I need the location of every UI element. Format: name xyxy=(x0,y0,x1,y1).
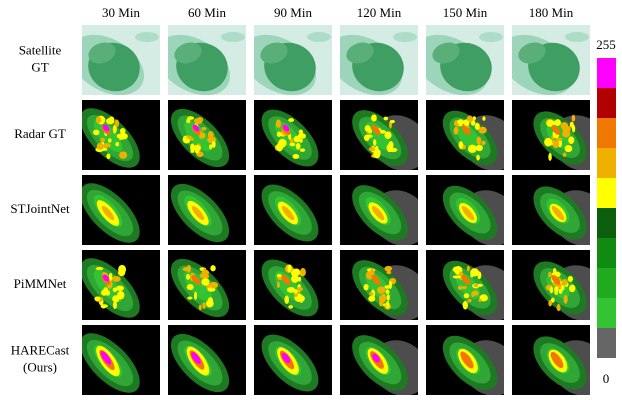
image-cell xyxy=(70,248,160,327)
image-cell xyxy=(252,250,332,326)
image-cell xyxy=(59,22,160,107)
image-cell xyxy=(403,22,504,107)
image-cell xyxy=(340,175,440,257)
column-header: 60 Min xyxy=(188,5,226,20)
row-label: Satellite xyxy=(19,42,62,57)
image-cell xyxy=(231,22,332,107)
image-cell xyxy=(340,325,440,400)
column-header: 30 Min xyxy=(102,5,140,20)
image-cell xyxy=(317,22,418,107)
figure: 255 0 30 Min 60 Min 90 Min 120 Min 150 Min 18… xyxy=(0,0,622,400)
row-label: GT xyxy=(31,59,48,74)
image-cell xyxy=(161,174,246,252)
column-header: 180 Min xyxy=(529,5,574,20)
row-label: (Ours) xyxy=(23,359,57,374)
column-header: 120 Min xyxy=(357,5,402,20)
image-cell xyxy=(252,175,332,251)
image-cell xyxy=(70,173,160,252)
row-label: HARECast xyxy=(11,342,70,357)
image-cell xyxy=(70,323,160,400)
image-cell xyxy=(70,98,160,177)
image-cell xyxy=(340,100,440,182)
image-cell xyxy=(161,324,246,400)
column-header: 90 Min xyxy=(274,5,312,20)
image-cell xyxy=(161,99,246,177)
image-cell xyxy=(252,325,332,400)
image-cell xyxy=(145,22,246,107)
colorbar: 255 0 xyxy=(596,37,616,386)
image-cell xyxy=(161,249,246,327)
colorbar-min: 0 xyxy=(603,371,610,386)
row-label: STJointNet xyxy=(10,201,70,216)
colorbar-max: 255 xyxy=(596,37,616,52)
row-label: Radar GT xyxy=(14,126,66,141)
image-cell xyxy=(489,22,590,107)
row-label: PiMMNet xyxy=(14,276,67,291)
image-cell xyxy=(340,250,440,332)
column-header: 150 Min xyxy=(443,5,488,20)
image-cell xyxy=(252,100,332,176)
